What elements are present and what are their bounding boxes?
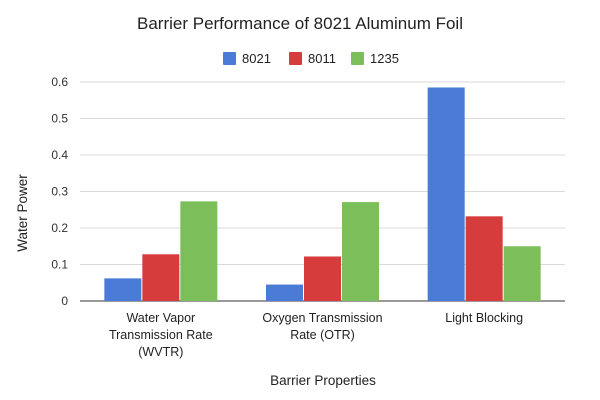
bar-8011-cat2 [304, 256, 341, 301]
bar-1235-cat2 [342, 202, 379, 301]
legend-swatch-1235 [351, 52, 364, 65]
bars [104, 87, 541, 301]
y-tick-label: 0.4 [51, 148, 68, 162]
chart-title: Barrier Performance of 8021 Aluminum Foi… [137, 14, 463, 33]
x-category-label-line: Light Blocking [445, 311, 523, 325]
legend-label-8011: 8011 [308, 51, 336, 66]
x-category-label: Oxygen Transmission Rate (OTR) [262, 311, 382, 342]
y-tick-label: 0.3 [51, 185, 68, 199]
x-category-label-line: Oxygen Transmission [262, 311, 382, 325]
y-tick-label: 0.2 [51, 221, 68, 235]
legend-label-8021: 8021 [242, 51, 271, 66]
y-axis-title: Water Power [15, 174, 30, 252]
legend-swatch-8011 [289, 52, 302, 65]
bar-8021-cat3 [427, 87, 465, 301]
bar-8011-cat1 [142, 254, 180, 301]
y-tick-label: 0.6 [51, 75, 68, 89]
x-category-label-line: Rate (OTR) [290, 328, 355, 342]
x-category-label-line: Water Vapor [126, 311, 195, 325]
y-tick-label: 0.5 [51, 112, 68, 126]
legend-swatch-8021 [223, 52, 236, 65]
bar-8021-cat1 [104, 278, 142, 301]
x-category-label: Water Vapor Transmission Rate (WVTR) [109, 311, 213, 359]
y-tick-label: 0 [61, 294, 68, 308]
bar-8011-cat3 [465, 216, 503, 301]
x-category-label-line: (WVTR) [138, 345, 183, 359]
bar-1235-cat1 [180, 201, 218, 301]
legend: 8021 8011 1235 [223, 51, 399, 66]
y-axis-ticks: 0 0.1 0.2 0.3 0.4 0.5 0.6 [51, 75, 68, 308]
bar-8021-cat2 [266, 284, 303, 301]
bar-1235-cat3 [503, 246, 541, 301]
x-category-label-line: Transmission Rate [109, 328, 213, 342]
y-tick-label: 0.1 [51, 258, 68, 272]
x-axis-title: Barrier Properties [270, 373, 376, 388]
x-category-label: Light Blocking [445, 311, 523, 325]
legend-label-1235: 1235 [370, 51, 399, 66]
x-axis-categories: Water Vapor Transmission Rate (WVTR) Oxygen… [109, 311, 523, 359]
